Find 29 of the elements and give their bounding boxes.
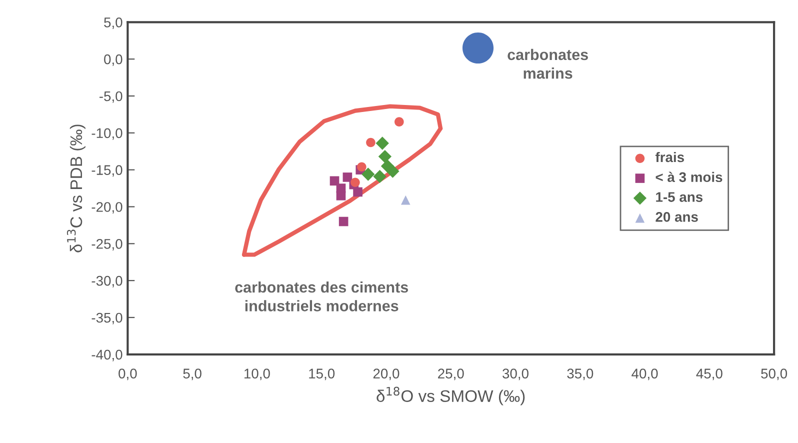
y-tick-label: -30,0 bbox=[92, 276, 122, 288]
legend-label: 20 ans bbox=[656, 212, 698, 222]
x-tick-label: 45,0 bbox=[696, 368, 722, 380]
x-axis-title: δ$^{18}$O vs SMOW (‰) bbox=[376, 386, 525, 406]
x-tick-label: 25,0 bbox=[438, 368, 464, 380]
x-tick-label: 0,0 bbox=[118, 368, 137, 380]
legend-label: 1-5 ans bbox=[656, 192, 703, 202]
y-tick-label: -10,0 bbox=[92, 128, 122, 140]
y-tick-label: -15,0 bbox=[92, 165, 122, 177]
y-tick-label: -20,0 bbox=[92, 202, 122, 214]
y-tick-label: 5,0 bbox=[104, 17, 122, 29]
annotation: carbonates marins bbox=[508, 48, 588, 79]
x-tick-label: 35,0 bbox=[567, 368, 594, 380]
x-tick-label: 15,0 bbox=[309, 368, 335, 380]
legend-label: < à 3 mois bbox=[656, 172, 722, 182]
y-tick-label: -25,0 bbox=[92, 238, 122, 250]
x-tick-label: 30,0 bbox=[502, 368, 528, 380]
x-tick-label: 50,0 bbox=[761, 368, 788, 380]
y-tick-label: 0,0 bbox=[104, 54, 122, 66]
annotation: carbonates des ciments industriels modernes bbox=[235, 281, 408, 312]
y-tick-label: -35,0 bbox=[92, 312, 122, 324]
x-tick-label: 20,0 bbox=[373, 368, 400, 380]
y-axis-title: δ$^{13}$C vs PDB (‰) bbox=[66, 124, 86, 252]
x-tick-label: 10,0 bbox=[244, 368, 270, 380]
y-tick-label: -40,0 bbox=[92, 350, 122, 362]
y-tick-label: -5,0 bbox=[100, 91, 122, 103]
x-tick-label: 40,0 bbox=[632, 368, 658, 380]
x-tick-label: 5,0 bbox=[183, 368, 202, 380]
legend-label: frais bbox=[655, 152, 684, 162]
